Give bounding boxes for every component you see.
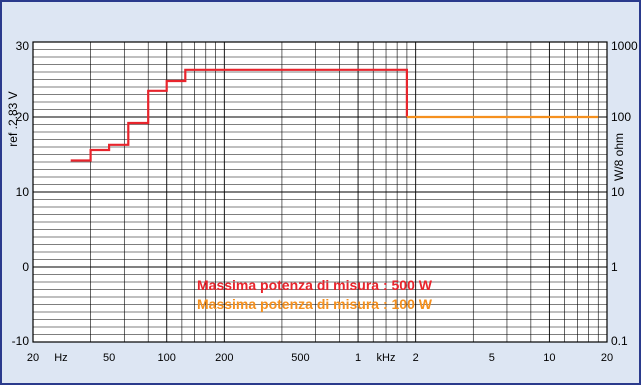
y-right-axis-label: W/8 ohm [612,133,626,181]
y-left-tick-label: -10 [12,334,30,348]
x-tick-label: 100 [158,352,176,364]
legend-100w: Massima potenza di misura : 100 W [197,296,433,312]
y-right-tick-label: 10 [611,185,625,199]
x-tick-label: 200 [215,352,233,364]
x-tick-label: 5 [489,352,495,364]
series-group [70,68,599,162]
x-tick-label: 10 [543,352,555,364]
legend-500w: Massima potenza di misura : 500 W [197,277,433,293]
y-right-tick-label: 100 [611,110,631,124]
y-left-tick-label: 20 [16,110,30,124]
y-left-tick-label: 30 [16,39,30,53]
x-tick-label: Hz [54,352,67,364]
x-tick-label: 500 [291,352,309,364]
y-left-axis-label: ref .2.83 V [6,91,20,146]
y-right-tick-label: 1000 [611,39,638,53]
series-line-1 [70,68,408,162]
x-tick-label: 50 [103,352,115,364]
y-right-tick-label: 0.1 [611,334,628,348]
y-right-tick-label: 1 [611,260,618,274]
x-tick-label: 1 [355,352,361,364]
x-tick-label: 20 [601,352,613,364]
y-left-tick-label: 10 [16,185,30,199]
x-tick-label: kHz [377,352,396,364]
x-tick-label: 2 [413,352,419,364]
x-tick-label: 20 [27,352,39,364]
plot-border [32,41,608,343]
y-left-tick-label: 0 [22,260,29,274]
